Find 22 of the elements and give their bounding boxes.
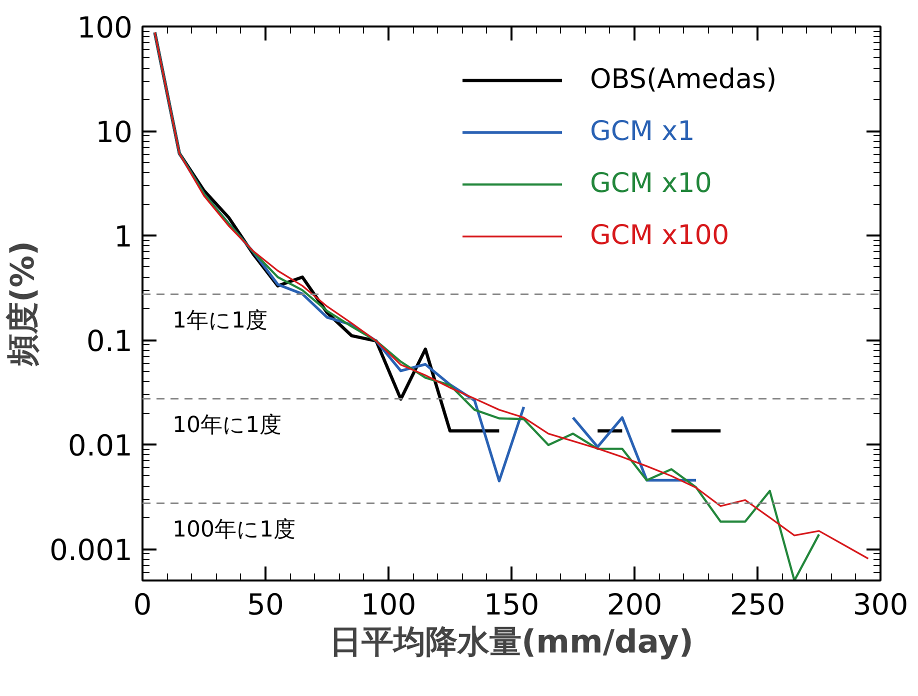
annotation: 100年に1度 bbox=[172, 517, 296, 542]
x-tick-label: 100 bbox=[360, 588, 416, 622]
annotation: 1年に1度 bbox=[172, 308, 268, 334]
y-tick-label: 100 bbox=[77, 10, 133, 44]
x-tick-label: 0 bbox=[133, 588, 152, 622]
legend-label: OBS(Amedas) bbox=[590, 64, 777, 95]
y-axis-title: 頻度(%) bbox=[3, 240, 42, 368]
x-axis-title: 日平均降水量(mm/day) bbox=[330, 622, 694, 660]
x-tick-label: 250 bbox=[730, 588, 786, 622]
y-tick-label: 0.001 bbox=[49, 533, 133, 568]
x-tick-label: 300 bbox=[852, 588, 908, 622]
y-tick-label: 10 bbox=[96, 115, 133, 150]
legend-label: GCM x10 bbox=[590, 168, 712, 199]
annotation: 10年に1度 bbox=[172, 412, 282, 438]
x-tick-label: 150 bbox=[484, 588, 540, 622]
y-tick-label: 0.01 bbox=[68, 428, 133, 463]
legend-label: GCM x1 bbox=[590, 116, 695, 147]
x-tick-label: 50 bbox=[247, 588, 284, 622]
y-tick-label: 0.1 bbox=[86, 324, 133, 358]
y-tick-label: 1 bbox=[114, 220, 132, 254]
legend-label: GCM x100 bbox=[590, 220, 730, 251]
x-tick-label: 200 bbox=[606, 588, 662, 622]
